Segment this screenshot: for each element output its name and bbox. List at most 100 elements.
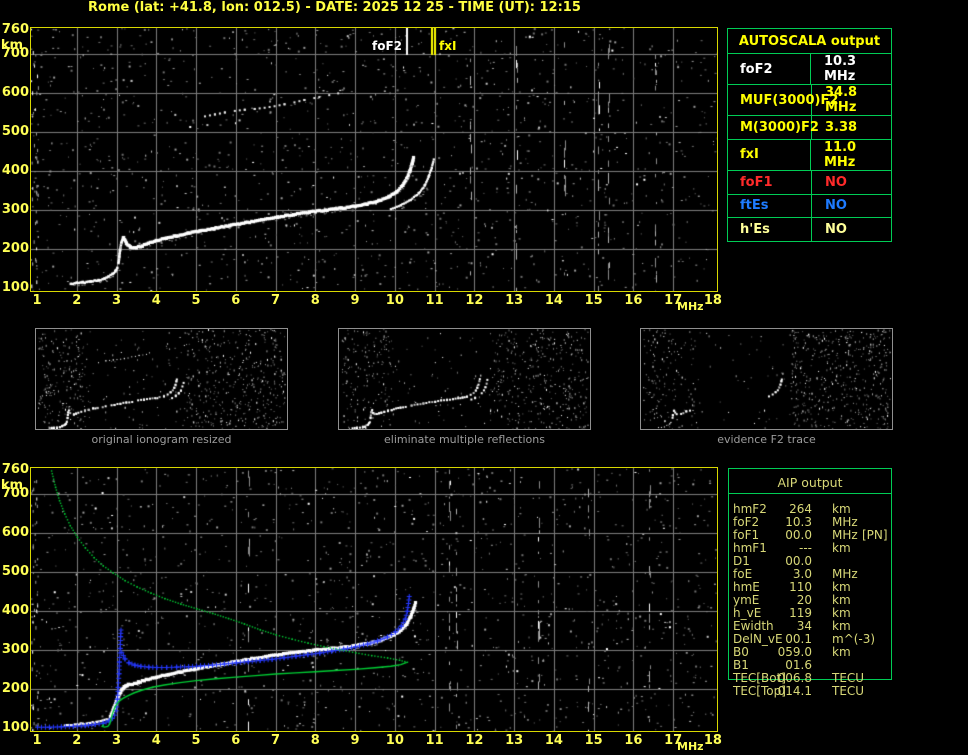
- aip-row-unit: km: [832, 580, 851, 594]
- aip-row-unit: MHz: [832, 515, 858, 529]
- aip-row-label: foE: [733, 567, 753, 581]
- autoscala-row-label: MUF(3000)F2: [728, 85, 838, 115]
- x-axis-tick-label: 9: [350, 733, 360, 748]
- aip-table-row: hmF1 --- km: [728, 542, 890, 555]
- x-axis-tick-label: 18: [703, 733, 722, 748]
- x-axis-tick-label: 8: [310, 293, 320, 308]
- aip-row-unit: km: [832, 619, 851, 633]
- autoscala-row-label: foF2: [728, 54, 811, 84]
- x-axis-tick-label: 13: [505, 293, 524, 308]
- thumbnail-caption-original: original ionogram resized: [91, 433, 232, 446]
- y-axis-unit-label: km: [0, 478, 24, 493]
- aip-row-unit: km: [832, 593, 851, 607]
- thumbnail-caption-eliminate: eliminate multiple reflections: [384, 433, 545, 446]
- aip-row-unit: km: [832, 645, 851, 659]
- autoscala-row-label: ftEs: [728, 194, 812, 218]
- x-axis-tick-label: 16: [624, 293, 643, 308]
- x-axis-tick-label: 9: [350, 293, 360, 308]
- aip-row-label: hmE: [733, 580, 760, 594]
- aip-table-row: TEC[Bot] 006.8 TECU: [728, 672, 890, 685]
- top-ionogram-plot: [30, 27, 718, 292]
- aip-table-row: ymE 20 km: [728, 594, 890, 607]
- y-axis-unit-label: km: [0, 38, 24, 53]
- thumbnail-original-ionogram: [35, 328, 288, 430]
- y-axis-tick-label: 600: [1, 84, 29, 100]
- aip-row-label: ymE: [733, 593, 760, 607]
- x-axis-tick-label: 15: [584, 733, 603, 748]
- aip-table-row: Ewidth 34 km: [728, 620, 890, 633]
- aip-table-row: hmF2 264 km: [728, 503, 890, 516]
- x-axis-tick-label: 11: [425, 293, 444, 308]
- autoscala-row-value: 3.38: [825, 119, 858, 135]
- thumbnail-eliminate-canvas: [339, 329, 590, 429]
- x-axis-tick-label: 1: [32, 293, 42, 308]
- thumbnail-eliminate-reflections: [338, 328, 591, 430]
- aip-row-label: foF2: [733, 515, 760, 529]
- x-axis-tick-label: 15: [584, 293, 603, 308]
- aip-row-value: 10.3: [785, 515, 812, 529]
- aip-table-row: B1 01.6: [728, 659, 890, 672]
- aip-row-value: 059.0: [777, 645, 812, 659]
- aip-row-value: 264: [789, 502, 812, 516]
- y-axis-tick-label: 700: [1, 45, 29, 61]
- y-axis-tick-label: 500: [1, 123, 29, 139]
- autoscala-table-row: foF2 10.3 MHz: [728, 53, 891, 84]
- x-axis-tick-label: 12: [465, 293, 484, 308]
- x-axis-tick-label: 6: [231, 733, 241, 748]
- aip-row-value: ---: [799, 541, 812, 555]
- aip-table-row: foF1 00.0 MHz [PN]: [728, 529, 890, 542]
- autoscala-row-value: NO: [825, 174, 847, 190]
- y-axis-tick-label: 400: [1, 162, 29, 178]
- autoscala-table-row: h'Es NO: [728, 217, 891, 241]
- aip-row-unit: m^(-3): [832, 632, 876, 646]
- aip-row-label: B0: [733, 645, 749, 659]
- aip-row-label: TEC[Top]: [733, 684, 786, 698]
- y-axis-tick-label: 100: [1, 279, 29, 295]
- x-axis-tick-label: 3: [111, 293, 122, 308]
- aip-output-title: AIP output: [729, 469, 891, 494]
- x-axis-tick-label: 13: [505, 733, 524, 748]
- x-axis-tick-label: 16: [624, 733, 643, 748]
- autoscala-row-value: 11.0 MHz: [823, 139, 857, 170]
- foF2-marker-label: foF2: [371, 39, 402, 53]
- aip-table-row: B0 059.0 km: [728, 646, 890, 659]
- thumbnail-caption-evidence: evidence F2 trace: [717, 433, 816, 446]
- autoscala-row-value: 34.8 MHz: [825, 85, 858, 115]
- aip-row-unit: km: [832, 541, 851, 555]
- x-axis-tick-label: 5: [191, 733, 201, 748]
- aip-row-unit: TECU: [832, 671, 865, 685]
- autoscala-row-label: fxI: [728, 139, 811, 170]
- x-axis-tick-label: 2: [72, 293, 82, 308]
- fxI-marker-label: fxI: [439, 39, 457, 53]
- aip-table-row: foF2 10.3 MHz: [728, 516, 890, 529]
- aip-row-unit: km: [832, 502, 851, 516]
- aip-row-unit: MHz: [832, 567, 858, 581]
- y-axis-tick-label: 500: [1, 563, 29, 579]
- aip-row-label: DelN_vE: [733, 632, 783, 646]
- y-axis-tick-label: 100: [1, 719, 29, 735]
- autoscala-row-value: NO: [825, 222, 847, 238]
- y-axis-tick-label: 600: [1, 524, 29, 540]
- x-axis-tick-label: 3: [111, 733, 122, 748]
- autoscala-table-row: fxI 11.0 MHz: [728, 138, 891, 170]
- aip-row-unit: km: [832, 606, 851, 620]
- y-axis-tick-label: 200: [1, 680, 29, 696]
- x-axis-unit-label: MHz: [677, 740, 704, 753]
- autoscala-row-label: M(3000)F2: [728, 116, 819, 139]
- autoscala-table-row: foF1 NO: [728, 169, 891, 194]
- y-axis-tick-label: 700: [1, 485, 29, 501]
- aip-row-value: 00.1: [785, 632, 812, 646]
- aip-table-row: foE 3.0 MHz: [728, 568, 890, 581]
- aip-row-value: 00.0: [785, 528, 812, 542]
- aip-row-extra: [PN]: [862, 528, 888, 542]
- x-axis-tick-label: 4: [151, 293, 161, 308]
- aip-output-table-border: AIP output: [728, 468, 892, 680]
- aip-row-value: 00.0: [785, 554, 812, 568]
- aip-row-value: 34: [796, 619, 812, 633]
- aip-row-unit: TECU: [832, 684, 865, 698]
- autoscala-table-row: ftEs NO: [728, 193, 891, 218]
- aip-row-label: hmF1: [733, 541, 767, 555]
- thumbnail-evidence-canvas: [641, 329, 892, 429]
- y-axis-tick-label: 200: [1, 240, 29, 256]
